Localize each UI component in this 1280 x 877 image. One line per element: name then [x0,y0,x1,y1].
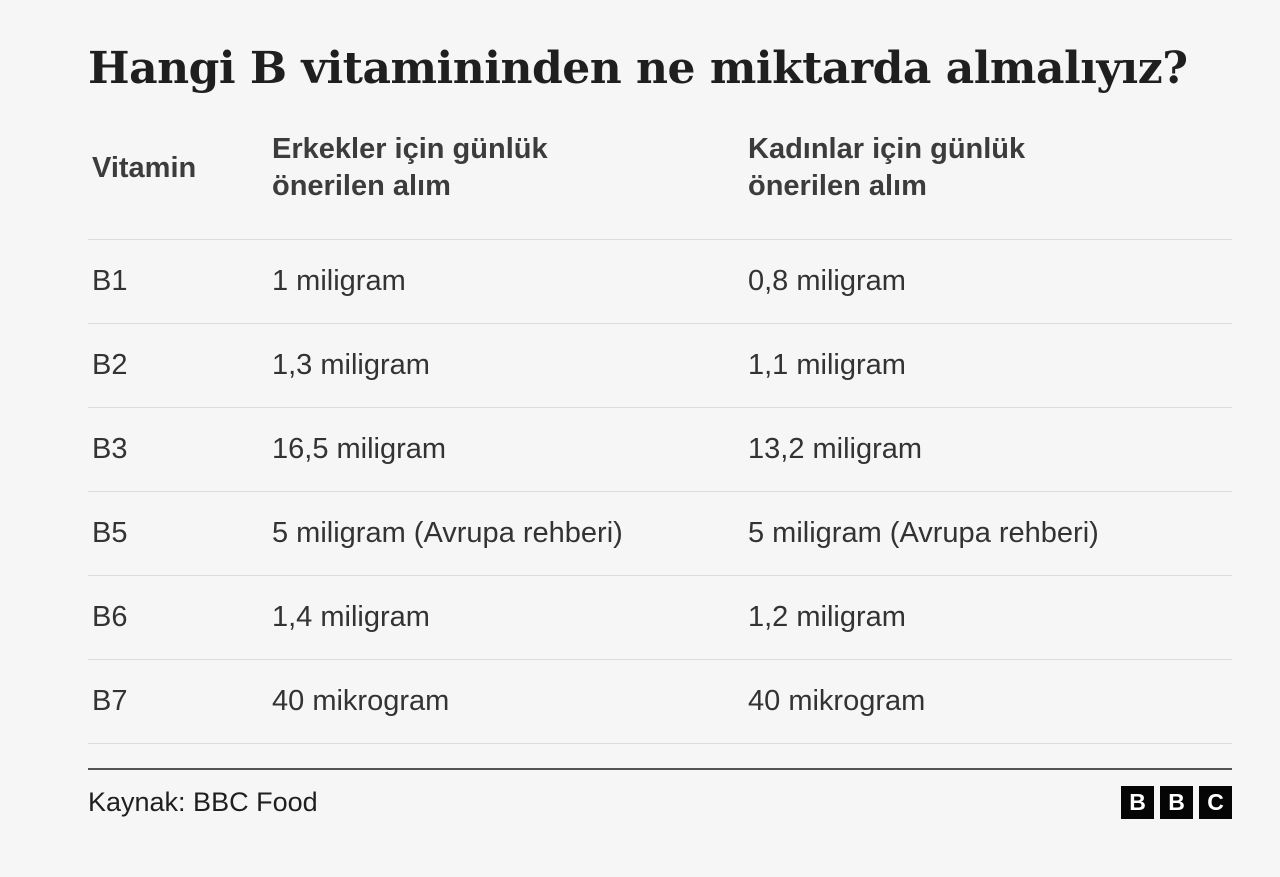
column-header-men-intake: Erkekler için günlük önerilen alım [272,133,548,203]
men-intake-cell: 1,4 miligram [272,601,430,634]
vitamin-cell: B2 [92,349,128,382]
content-area: Hangi B vitamininden ne miktarda almalıy… [88,0,1232,820]
women-intake-cell: 5 miligram (Avrupa rehberi) [748,517,1099,550]
table-row: B1 1 miligram 0,8 miligram [88,240,1232,325]
table-row: B6 1,4 miligram 1,2 miligram [88,576,1232,661]
table-header-row: Vitamin Erkekler için günlük önerilen al… [88,131,1232,241]
table-row: B3 16,5 miligram 13,2 miligram [88,408,1232,493]
vitamin-cell: B5 [92,517,128,550]
women-intake-cell: 13,2 miligram [748,433,923,466]
table-row: B2 1,3 miligram 1,1 miligram [88,324,1232,409]
men-intake-cell: 40 mikrogram [272,685,450,718]
men-intake-cell: 5 miligram (Avrupa rehberi) [272,517,623,550]
vitamin-cell: B7 [92,685,128,718]
vitamin-cell: B6 [92,601,128,634]
vitamin-cell: B3 [92,433,128,466]
footer-divider [88,768,1232,771]
men-intake-cell: 1,3 miligram [272,349,430,382]
women-intake-cell: 1,2 miligram [748,601,906,634]
table-row: B5 5 miligram (Avrupa rehberi) 5 miligra… [88,492,1232,577]
women-intake-cell: 1,1 miligram [748,349,906,382]
bbc-logo-block-c: C [1199,786,1232,820]
women-intake-cell: 0,8 miligram [748,265,906,298]
source-attribution: Kaynak: BBC Food [88,787,318,818]
men-intake-cell: 16,5 miligram [272,433,447,466]
bbc-logo-block-b2: B [1160,786,1193,820]
bbc-logo-block-b1: B [1121,786,1154,820]
women-intake-cell: 40 mikrogram [748,685,926,718]
table-row: B7 40 mikrogram 40 mikrogram [88,660,1232,745]
page-title: Hangi B vitamininden ne miktarda almalıy… [88,43,1188,94]
vitamin-cell: B1 [92,265,128,298]
column-header-vitamin: Vitamin [92,151,197,184]
column-header-women-intake: Kadınlar için günlük önerilen alım [748,133,1026,203]
men-intake-cell: 1 miligram [272,265,406,298]
footer: Kaynak: BBC Food B B C [88,786,1232,820]
bbc-logo: B B C [1121,786,1232,820]
